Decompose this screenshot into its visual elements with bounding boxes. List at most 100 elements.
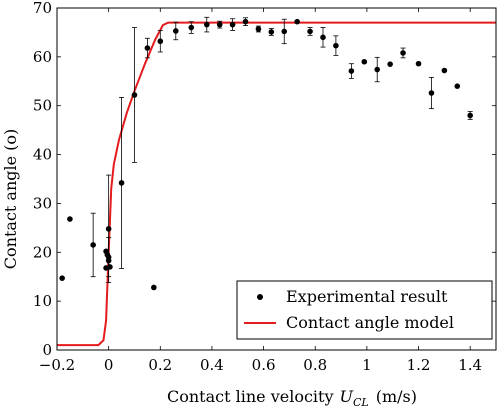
x-tick-label: 0 (104, 356, 114, 374)
data-point (188, 21, 195, 34)
y-tick-label: 20 (33, 243, 52, 261)
x-axis-symbol: U (340, 387, 354, 406)
point-marker (387, 61, 393, 67)
point-marker (348, 68, 355, 74)
data-point (255, 25, 262, 33)
point-marker (172, 28, 179, 34)
point-marker (131, 92, 138, 98)
point-marker (157, 38, 164, 45)
data-point (172, 21, 179, 41)
plot-frame (56, 7, 497, 351)
data-point (294, 18, 300, 25)
point-marker (118, 180, 125, 186)
point-marker (294, 18, 300, 25)
data-point (428, 76, 435, 110)
point-marker (428, 90, 435, 96)
point-marker (188, 24, 195, 31)
y-tick-label: 10 (33, 292, 52, 310)
data-point (374, 56, 381, 83)
point-marker (281, 28, 288, 35)
point-marker (374, 66, 381, 73)
point-marker (229, 21, 236, 28)
x-axis-label: Contact line velocity UCL (m/s) (167, 387, 417, 409)
legend-label-model: Contact angle model (286, 313, 454, 332)
data-point (242, 17, 249, 26)
point-marker (255, 26, 262, 32)
point-marker (307, 28, 313, 35)
y-tick-label: 30 (33, 194, 52, 212)
data-point (467, 111, 473, 120)
data-point (361, 58, 368, 65)
data-point (118, 97, 125, 269)
y-axis-label: Contact angle (o) (1, 129, 20, 269)
y-tick-label: 70 (33, 0, 52, 17)
data-point (157, 30, 164, 53)
data-point (67, 216, 73, 222)
data-point (307, 27, 313, 36)
data-point (320, 27, 326, 48)
y-tick-label: 60 (33, 48, 52, 66)
model-series-layer (57, 21, 496, 347)
y-tick-label: 40 (33, 146, 52, 164)
x-tick-label: 0.2 (148, 356, 172, 374)
y-axis-unit: (o) (1, 129, 20, 151)
point-marker (320, 34, 326, 41)
data-point (268, 28, 275, 36)
x-tick-label: 1.2 (407, 356, 431, 374)
x-axis-subscript: CL (353, 396, 369, 409)
point-marker (105, 226, 112, 232)
point-marker (454, 83, 461, 89)
point-marker (400, 50, 406, 56)
data-point (229, 18, 236, 31)
x-tick-label: 1.4 (458, 356, 482, 374)
x-axis: −0.2 0 0.2 0.4 0.6 0.8 1 1.2 1.4 (39, 8, 482, 374)
data-point (151, 284, 157, 291)
data-point (90, 212, 96, 278)
data-point (348, 63, 355, 79)
x-tick-label: 0.6 (252, 356, 276, 374)
point-marker (216, 21, 223, 28)
point-marker (90, 242, 96, 248)
point-marker (333, 42, 339, 49)
point-marker (361, 58, 368, 65)
point-marker (144, 45, 151, 51)
y-tick-label: 50 (33, 97, 52, 115)
x-tick-label: −0.2 (39, 356, 75, 374)
point-marker (67, 216, 73, 222)
legend: Experimental result Contact angle model (236, 280, 493, 340)
point-marker (203, 21, 210, 28)
data-point (333, 35, 339, 56)
point-marker (415, 60, 422, 67)
point-marker (59, 275, 65, 281)
x-axis-unit: (m/s) (376, 387, 417, 406)
y-axis-label-text: Contact angle (1, 156, 20, 269)
data-point (105, 174, 112, 283)
legend-label-experimental: Experimental result (286, 287, 448, 306)
x-axis-label-text: Contact line velocity (167, 387, 334, 406)
x-tick-label: 0.8 (303, 356, 327, 374)
point-marker (242, 18, 249, 25)
experimental-series-layer (59, 16, 473, 291)
y-tick-label: 0 (42, 341, 52, 359)
data-point (387, 61, 393, 67)
data-point (203, 16, 210, 33)
data-point (281, 18, 288, 45)
x-tick-label: 1 (362, 356, 372, 374)
data-point (59, 275, 65, 281)
point-marker (268, 29, 275, 35)
y-axis: 0 10 20 30 40 50 60 70 (33, 0, 496, 359)
point-marker (103, 265, 109, 271)
point-marker (441, 67, 448, 74)
model-line (57, 21, 496, 347)
data-point (131, 27, 138, 163)
data-point (415, 60, 422, 67)
x-tick-label: 0.4 (200, 356, 224, 374)
data-point (216, 20, 223, 29)
data-point (441, 67, 448, 74)
data-point (454, 83, 461, 89)
legend-marker-experimental (257, 294, 263, 300)
legend-box (236, 280, 493, 340)
data-point (400, 47, 406, 59)
point-marker (467, 112, 473, 119)
